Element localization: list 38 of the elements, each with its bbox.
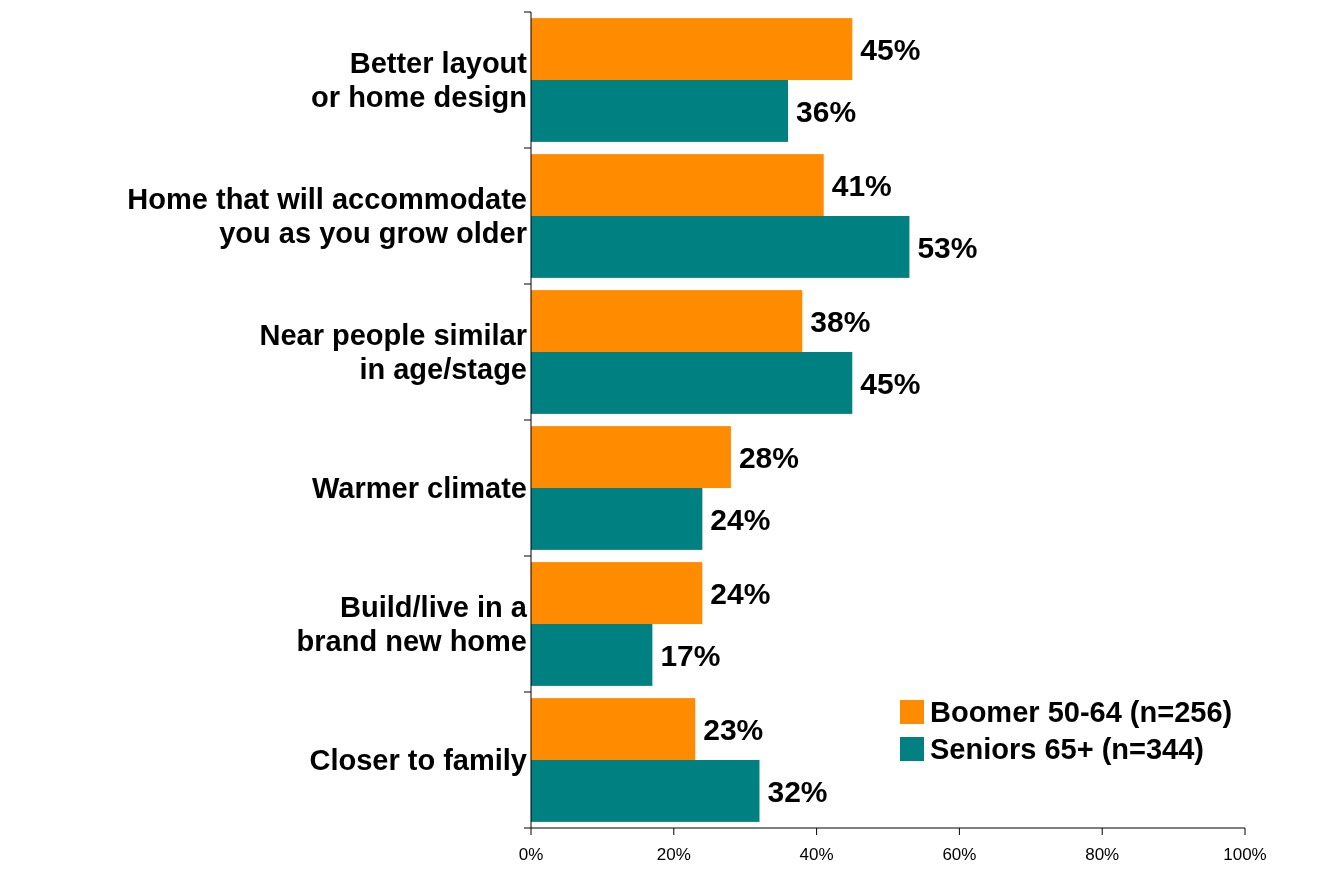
bar bbox=[531, 216, 910, 278]
y-tick-label: Closer to family bbox=[309, 744, 527, 777]
bar bbox=[531, 488, 703, 550]
data-label: 45% bbox=[860, 32, 921, 66]
bar bbox=[531, 426, 731, 488]
data-label: 45% bbox=[860, 366, 921, 400]
data-label: 41% bbox=[831, 168, 892, 202]
data-label: 36% bbox=[796, 94, 857, 128]
data-label: 17% bbox=[660, 638, 721, 672]
data-label: 28% bbox=[738, 440, 799, 474]
y-tick-label: Near people similar in age/stage bbox=[259, 319, 527, 386]
bar bbox=[531, 562, 703, 624]
y-tick-label: Better layout or home design bbox=[311, 47, 528, 114]
data-label: 23% bbox=[703, 712, 764, 746]
data-label: 32% bbox=[767, 774, 828, 808]
x-tick-label: 40% bbox=[799, 845, 834, 864]
y-tick-label: Build/live in a brand new home bbox=[296, 591, 528, 658]
legend-label: Boomer 50-64 (n=256) bbox=[930, 696, 1233, 729]
legend-label: Seniors 65+ (n=344) bbox=[930, 733, 1205, 766]
x-tick-label: 20% bbox=[656, 845, 691, 864]
x-tick-label: 0% bbox=[518, 845, 544, 864]
bar bbox=[531, 760, 760, 822]
bar bbox=[531, 352, 853, 414]
bar bbox=[531, 18, 853, 80]
x-tick-label: 80% bbox=[1085, 845, 1120, 864]
y-tick-label: Home that will accommodate you as you grow older bbox=[127, 183, 527, 250]
bar bbox=[531, 290, 803, 352]
y-tick-label: Warmer climate bbox=[312, 472, 527, 505]
bar bbox=[531, 624, 653, 686]
bar bbox=[531, 154, 824, 216]
bar bbox=[531, 698, 696, 760]
x-tick-label: 100% bbox=[1223, 845, 1267, 864]
bar bbox=[531, 80, 789, 142]
data-label: 38% bbox=[810, 304, 871, 338]
data-label: 53% bbox=[917, 230, 978, 264]
data-label: 24% bbox=[710, 502, 771, 536]
data-label: 24% bbox=[710, 576, 771, 610]
x-tick-label: 60% bbox=[942, 845, 977, 864]
